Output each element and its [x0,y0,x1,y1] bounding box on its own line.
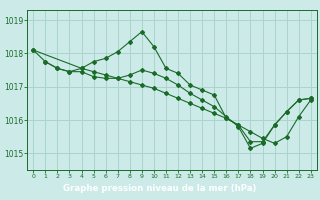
Text: Graphe pression niveau de la mer (hPa): Graphe pression niveau de la mer (hPa) [63,184,257,193]
